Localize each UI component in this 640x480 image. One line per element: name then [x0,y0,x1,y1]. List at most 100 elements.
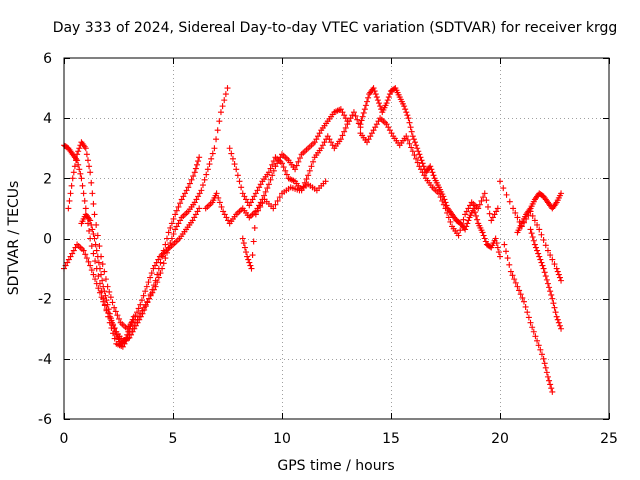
x-tick-labels: 0 5 10 15 20 25 [60,431,618,447]
data-point-interp [155,256,162,263]
data-point-interp [65,256,72,263]
data-point [189,217,196,224]
data-point-interp [209,150,216,157]
data-point-interp [359,113,366,120]
data-point [93,280,100,287]
data-point-interp [439,197,446,204]
data-point-interp [364,98,371,105]
data-point-interp [213,136,220,143]
data-point-interp [537,346,544,353]
data-point-interp [70,169,77,176]
data-point-interp [534,247,541,254]
data-point-interp [517,291,524,298]
data-point-interp [154,279,161,286]
data-point [87,169,94,176]
data-point-interp [520,219,527,226]
data-point-interp [548,385,555,392]
data-point [132,322,139,329]
data-point-interp [269,172,276,179]
data-point-interp [523,215,530,222]
data-point [172,226,179,233]
data-point [69,175,76,182]
data-point-interp [283,171,290,178]
data-point-interp [127,322,134,329]
data-point-interp [124,331,131,338]
data-point-interp [407,124,414,131]
data-point-interp [270,167,277,174]
data-point-interp [540,237,547,244]
data-point [270,205,277,212]
data-point-interp [128,319,135,326]
data-point [540,265,547,272]
data-point-interp [295,158,302,165]
data-point-interp [231,161,238,168]
data-point-interp [195,158,202,165]
data-point [239,190,246,197]
data-point-interp [483,197,490,204]
data-point [534,337,541,344]
data-point-interp [96,243,103,250]
data-point-interp [522,303,529,310]
data-point [520,298,527,305]
data-point-interp [541,360,548,367]
data-point-interp [532,244,539,251]
data-point-interp [494,244,501,251]
data-point-interp [365,94,372,101]
data-point-interp [417,166,424,173]
data-point-interp [547,288,554,295]
data-point-interp [543,369,550,376]
data-point-interp [215,194,222,201]
data-point-interp [199,182,206,189]
data-point-interp [308,163,315,170]
data-point [265,181,272,188]
data-point-interp [328,139,335,146]
data-point [510,205,517,212]
data-point-interp [154,271,161,278]
data-point [211,145,218,152]
data-point-interp [175,203,182,210]
data-point-interp [138,297,145,304]
data-point [337,136,344,143]
data-point-interp [168,220,175,227]
data-point-interp [491,211,498,218]
data-point-interp [524,309,531,316]
data-point-interp [259,200,266,207]
data-point-interp [90,250,97,257]
data-point-interp [549,256,556,263]
data-point-interp [96,265,103,272]
data-point [172,211,179,218]
data-point [279,160,285,167]
data-point-interp [464,220,471,227]
data-point-interp [415,148,422,155]
data-point-interp [313,136,320,143]
data-point-interp [377,103,384,110]
data-point [95,259,102,266]
data-point-interp [529,324,536,331]
data-point-interp [457,227,464,234]
data-point-interp [465,217,472,224]
data-point-interp [388,130,395,137]
data-point-interp [384,97,391,104]
x-tick-label: 15 [382,431,400,447]
data-point-interp [155,274,162,281]
data-point [527,319,534,326]
data-point-interp [160,260,167,267]
data-point-interp [142,303,149,310]
data-point-interp [221,97,228,104]
data-point-interp [257,203,264,210]
data-point-interp [255,207,262,214]
data-point-interp [196,190,203,197]
data-point [501,241,508,248]
data-point-interp [251,224,258,231]
data-point [544,373,551,380]
x-tick-label: 10 [273,431,291,447]
data-point [324,133,331,140]
data-point-interp [419,169,426,176]
data-point-interp [274,197,281,204]
data-point-interp [98,271,105,278]
data-point-interp [153,259,160,266]
data-point-interp [280,164,287,171]
y-tick-labels: -6 -4 -2 0 2 4 6 [38,51,52,428]
data-point-interp [101,288,108,295]
data-point-interp [373,121,380,128]
